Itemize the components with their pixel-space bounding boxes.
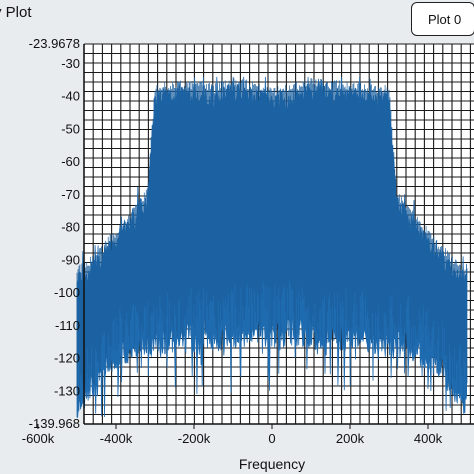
y-tick-label: -70: [61, 187, 80, 202]
x-tick-label: 200k: [336, 431, 365, 446]
y-axis-ticks: -23.9678 -30 -40 -50 -60 -70 -80 -90 -100 -110 -12…: [29, 36, 80, 431]
y-tick-label: -90: [61, 252, 80, 267]
x-tick-label: 0: [268, 431, 275, 446]
x-axis-ticks: -600k -400k -200k 0 200k 400k: [22, 424, 443, 446]
y-tick-label: -60: [61, 154, 80, 169]
x-axis-label: Frequency: [239, 456, 305, 472]
y-tick-label: -80: [61, 220, 80, 235]
y-tick-label: -23.9678: [29, 36, 80, 51]
y-tick-label: -130: [54, 383, 80, 398]
x-tick-label: 400k: [414, 431, 443, 446]
chart-title: y Plot: [0, 4, 32, 21]
y-tick-label: -30: [61, 56, 80, 71]
y-tick-label: -50: [61, 121, 80, 136]
x-tick-label: -600k: [22, 431, 55, 446]
plot-legend-label: Plot 0: [428, 11, 462, 27]
y-tick-label: -139.968: [29, 416, 80, 431]
y-tick-label: -120: [54, 351, 80, 366]
y-tick-label: -40: [61, 89, 80, 104]
y-tick-label: -110: [55, 318, 80, 333]
plot-series: [76, 76, 468, 419]
x-tick-label: -400k: [100, 431, 133, 446]
plot-legend-button[interactable]: Plot 0: [411, 2, 474, 36]
x-tick-label: -200k: [178, 431, 211, 446]
y-tick-label: -100: [54, 285, 80, 300]
